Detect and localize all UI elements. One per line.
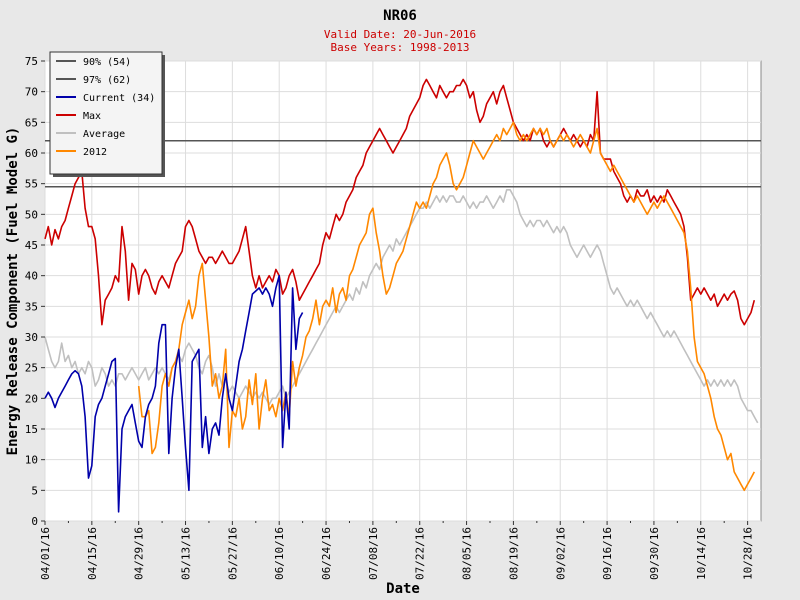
- y-tick-label: 50: [25, 208, 38, 221]
- legend-label: 97% (62): [83, 75, 131, 86]
- legend-label: Current (34): [83, 93, 155, 104]
- x-tick-label: 07/08/16: [367, 527, 380, 580]
- x-tick-label: 06/24/16: [320, 527, 333, 580]
- x-axis: 04/01/16 04/15/16 04/29/16 05/13/16 05/27/16…: [39, 521, 755, 580]
- series-line-2012: [137, 121, 756, 492]
- y-tick-label: 60: [25, 147, 38, 160]
- x-tick-label: 10/28/16: [742, 527, 755, 580]
- chart-title: NR06: [383, 8, 417, 24]
- x-tick-label: 06/10/16: [273, 527, 286, 580]
- legend: 90% (54) 97% (62) Current (34) Max Average 20…: [49, 51, 165, 177]
- chart-subtitle-line-1: Valid Date: 20-Jun-2016: [324, 28, 476, 41]
- y-tick-label: 15: [25, 423, 38, 436]
- x-tick-label: 04/29/16: [133, 527, 146, 580]
- y-tick-label: 45: [25, 239, 38, 252]
- y-tick-label: 20: [25, 392, 38, 405]
- x-tick-label: 09/16/16: [601, 527, 614, 580]
- y-tick-label: 30: [25, 331, 38, 344]
- series-line-average: [44, 189, 759, 424]
- y-tick-label: 65: [25, 116, 38, 129]
- legend-label: Average: [83, 129, 125, 140]
- series-group: [44, 78, 759, 513]
- x-tick-label: 04/01/16: [39, 527, 52, 580]
- y-tick-label: 5: [31, 484, 38, 497]
- x-tick-label: 09/02/16: [554, 527, 567, 580]
- chart-subtitle-line-2: Base Years: 1998-2013: [330, 41, 469, 54]
- series-line-current-34: [44, 274, 304, 513]
- x-tick-label: 05/13/16: [180, 527, 193, 580]
- y-tick-label: 25: [25, 362, 38, 375]
- y-tick-label: 35: [25, 300, 38, 313]
- y-axis-label: Energy Release Component (Fuel Model G): [5, 127, 21, 456]
- legend-box: [49, 51, 163, 175]
- x-tick-label: 08/19/16: [507, 527, 520, 580]
- legend-label: 90% (54): [83, 57, 131, 68]
- series-line-max: [44, 78, 756, 326]
- legend-label: Max: [83, 111, 101, 122]
- x-tick-label: 10/14/16: [695, 527, 708, 580]
- x-tick-label: 04/15/16: [86, 527, 99, 580]
- y-tick-label: 70: [25, 86, 38, 99]
- x-tick-label: 05/27/16: [226, 527, 239, 580]
- y-axis: 0 5 10 15 20 25 30 35 40 45 50 55 60 65 70 75: [25, 55, 45, 528]
- y-tick-label: 40: [25, 270, 38, 283]
- legend-label: 2012: [83, 147, 107, 158]
- y-tick-label: 0: [31, 515, 38, 528]
- y-tick-label: 10: [25, 454, 38, 467]
- y-tick-label: 55: [25, 178, 38, 191]
- x-axis-label: Date: [386, 581, 420, 597]
- x-tick-label: 09/30/16: [648, 527, 661, 580]
- y-tick-label: 75: [25, 55, 38, 68]
- x-tick-label: 08/05/16: [461, 527, 474, 580]
- x-tick-label: 07/22/16: [414, 527, 427, 580]
